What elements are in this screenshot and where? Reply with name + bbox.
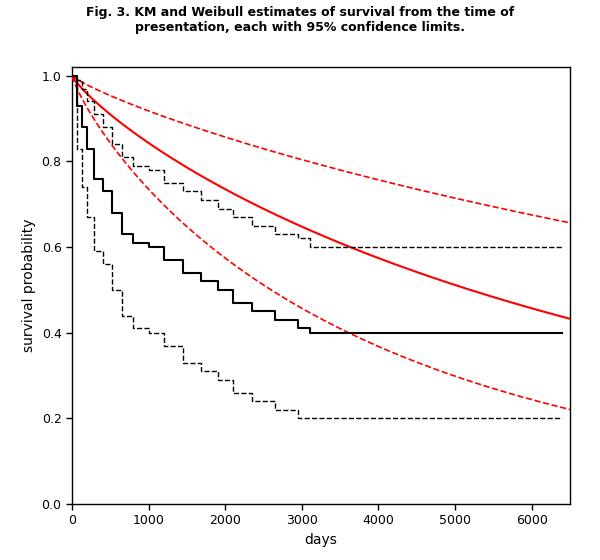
Y-axis label: survival probability: survival probability (22, 219, 36, 352)
Text: Fig. 3. KM and Weibull estimates of survival from the time of
presentation, each: Fig. 3. KM and Weibull estimates of surv… (86, 6, 514, 34)
X-axis label: days: days (305, 533, 337, 547)
